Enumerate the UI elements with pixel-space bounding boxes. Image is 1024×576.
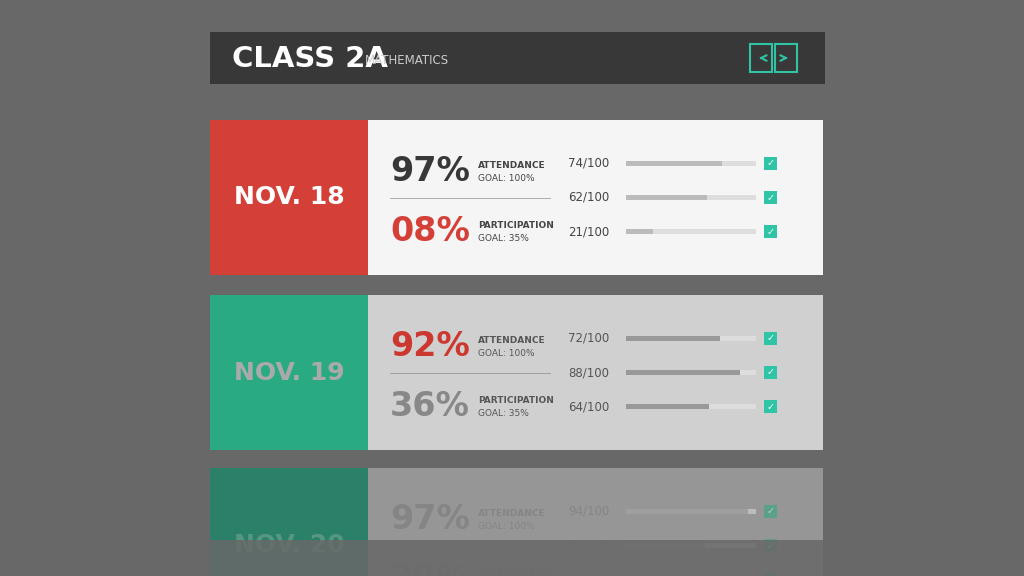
Bar <box>210 450 823 468</box>
Text: 61/100: 61/100 <box>568 539 609 552</box>
Text: ✓: ✓ <box>766 540 774 551</box>
Text: 08%: 08% <box>390 215 470 248</box>
Text: ATTENDANCE: ATTENDANCE <box>478 161 546 170</box>
Bar <box>626 509 749 514</box>
Text: NOV. 20: NOV. 20 <box>233 533 344 558</box>
Bar <box>626 195 707 200</box>
Text: PARTICIPATION: PARTICIPATION <box>478 569 554 576</box>
Text: 79/100: 79/100 <box>568 573 609 576</box>
Bar <box>368 468 823 576</box>
Text: PARTICIPATION: PARTICIPATION <box>478 396 554 405</box>
Bar <box>764 366 777 379</box>
Text: 97%: 97% <box>390 503 470 536</box>
Text: NOV. 19: NOV. 19 <box>233 361 344 385</box>
Bar <box>626 336 756 341</box>
Bar <box>626 370 740 375</box>
Text: GOAL: 100%: GOAL: 100% <box>478 173 535 183</box>
Bar <box>764 157 777 170</box>
Bar <box>210 468 368 576</box>
Text: 21/100: 21/100 <box>568 225 609 238</box>
Bar <box>626 543 756 548</box>
Bar <box>626 404 710 409</box>
Text: 62/100: 62/100 <box>568 191 609 204</box>
Bar <box>626 229 653 234</box>
Bar <box>626 161 722 166</box>
Bar <box>764 505 777 518</box>
Bar <box>750 44 772 72</box>
Text: 92%: 92% <box>390 329 470 363</box>
Text: ATTENDANCE: ATTENDANCE <box>478 336 546 344</box>
Bar <box>626 161 756 166</box>
Text: 74/100: 74/100 <box>568 157 609 170</box>
Text: ✓: ✓ <box>766 158 774 168</box>
Bar <box>764 400 777 413</box>
Text: 72/100: 72/100 <box>568 332 609 345</box>
Bar <box>764 573 777 576</box>
Bar <box>764 191 777 204</box>
Bar <box>626 543 706 548</box>
Text: ✓: ✓ <box>766 367 774 377</box>
Text: ✓: ✓ <box>766 334 774 343</box>
Bar <box>210 32 825 84</box>
Bar <box>764 539 777 552</box>
Text: GOAL: 100%: GOAL: 100% <box>478 348 535 358</box>
Text: ✓: ✓ <box>766 401 774 412</box>
Bar <box>210 295 368 450</box>
Bar <box>764 225 777 238</box>
Bar <box>775 44 797 72</box>
Text: GOAL: 35%: GOAL: 35% <box>478 409 528 418</box>
Text: ✓: ✓ <box>766 192 774 203</box>
Text: NOV. 18: NOV. 18 <box>233 185 344 210</box>
Bar <box>0 540 1024 576</box>
Text: MATHEMATICS: MATHEMATICS <box>365 54 450 67</box>
Bar <box>626 404 756 409</box>
Text: 97%: 97% <box>390 154 470 188</box>
Bar <box>368 120 823 275</box>
Bar <box>626 195 756 200</box>
Text: ✓: ✓ <box>766 575 774 576</box>
Text: CLASS 2A: CLASS 2A <box>232 45 388 73</box>
Bar <box>626 509 756 514</box>
Text: 39%: 39% <box>390 563 470 576</box>
Text: ATTENDANCE: ATTENDANCE <box>478 509 546 518</box>
Text: 94/100: 94/100 <box>568 505 609 518</box>
Text: 36%: 36% <box>390 390 470 423</box>
Text: PARTICIPATION: PARTICIPATION <box>478 221 554 230</box>
Bar <box>626 370 756 375</box>
Text: 64/100: 64/100 <box>568 400 609 413</box>
Bar <box>626 336 720 341</box>
Bar <box>626 229 756 234</box>
Text: GOAL: 35%: GOAL: 35% <box>478 234 528 243</box>
Text: ✓: ✓ <box>766 506 774 517</box>
Text: GOAL: 100%: GOAL: 100% <box>478 522 535 530</box>
Bar <box>210 120 368 275</box>
Text: ✓: ✓ <box>766 226 774 237</box>
Bar <box>210 275 823 293</box>
Bar <box>764 332 777 345</box>
Text: 88/100: 88/100 <box>568 366 609 379</box>
Bar <box>368 295 823 450</box>
